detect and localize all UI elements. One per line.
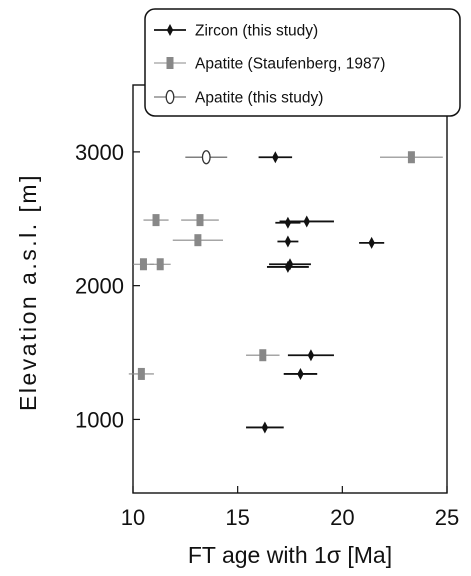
- apatite-staufenberg-marker-shape: [156, 258, 164, 271]
- point-marker: [272, 151, 279, 164]
- legend-marker: [166, 24, 174, 36]
- apatite-staufenberg-marker-shape: [196, 214, 204, 227]
- apatite-this-study-marker-shape: [201, 150, 211, 165]
- data-point: [277, 235, 299, 248]
- zircon-marker-shape: [166, 24, 174, 36]
- x-tick-label: 25: [435, 505, 459, 530]
- point-marker: [139, 258, 147, 271]
- legend-item-0[interactable]: Zircon (this study): [154, 23, 318, 40]
- point-marker: [137, 367, 145, 380]
- x-tick-label: 10: [121, 505, 145, 530]
- point-marker: [156, 258, 164, 271]
- legend-marker: [166, 57, 174, 69]
- y-axis-title: Elevation a.s.l. [m]: [15, 173, 41, 411]
- zircon-marker-shape: [284, 235, 292, 248]
- data-point: [246, 349, 280, 362]
- point-marker: [284, 260, 292, 273]
- zircon-marker-shape: [368, 236, 375, 249]
- y-tick-label: 3000: [75, 140, 124, 165]
- apatite-staufenberg-marker-shape: [194, 234, 202, 247]
- point-marker: [368, 236, 375, 249]
- zircon-marker-shape: [303, 215, 310, 228]
- data-point: [380, 151, 443, 164]
- point-marker: [284, 235, 292, 248]
- apatite-staufenberg-marker-shape: [407, 151, 415, 164]
- data-point: [359, 236, 385, 249]
- zircon-marker-shape: [307, 349, 315, 362]
- legend-box: [144, 8, 461, 117]
- x-tick-label: 20: [330, 505, 354, 530]
- data-point: [143, 214, 169, 227]
- data-point: [172, 234, 224, 247]
- legend-items: Zircon (this study) Apatite (Staufenberg,…: [154, 23, 385, 107]
- legend-marker: [165, 89, 175, 105]
- data-point: [149, 258, 171, 271]
- series-2: [185, 150, 228, 165]
- series-0: [246, 151, 385, 434]
- zircon-marker-shape: [272, 151, 279, 164]
- point-marker: [307, 349, 315, 362]
- data-point: [128, 367, 154, 380]
- x-axis-title: FT age with 1σ [Ma]: [188, 542, 392, 568]
- point-marker: [152, 214, 160, 227]
- legend-label: Apatite (this study): [195, 90, 323, 107]
- legend[interactable]: Zircon (this study) Apatite (Staufenberg,…: [144, 8, 461, 117]
- axes: 10 15 20 25 1000 2000 3000: [75, 140, 459, 530]
- zircon-marker-shape: [261, 421, 269, 434]
- point-marker: [201, 150, 211, 165]
- zircon-marker-shape: [284, 260, 292, 273]
- legend-item-2[interactable]: Apatite (this study): [154, 90, 323, 107]
- plot-border: [132, 84, 448, 494]
- point-marker: [196, 214, 204, 227]
- legend-label: Zircon (this study): [195, 23, 318, 40]
- zircon-marker-shape: [284, 216, 292, 229]
- point-marker: [303, 215, 310, 228]
- apatite-staufenberg-marker-shape: [259, 349, 267, 362]
- point-marker: [284, 216, 292, 229]
- data-points: [128, 150, 443, 434]
- apatite-staufenberg-marker-shape: [152, 214, 160, 227]
- point-marker: [259, 349, 267, 362]
- legend-label: Apatite (Staufenberg, 1987): [195, 56, 385, 73]
- apatite-staufenberg-marker-shape: [166, 57, 174, 69]
- y-tick-label: 2000: [75, 274, 124, 299]
- legend-item-1[interactable]: Apatite (Staufenberg, 1987): [154, 56, 385, 73]
- point-marker: [261, 421, 269, 434]
- point-marker: [407, 151, 415, 164]
- point-marker: [194, 234, 202, 247]
- apatite-staufenberg-marker-shape: [139, 258, 147, 271]
- data-point: [283, 367, 318, 380]
- plot-frame: [132, 84, 448, 494]
- point-marker: [297, 367, 304, 380]
- data-point: [258, 151, 293, 164]
- zircon-marker-shape: [297, 367, 304, 380]
- data-point: [181, 214, 219, 227]
- data-point: [246, 421, 284, 434]
- data-point: [275, 216, 301, 229]
- series-1: [128, 151, 443, 380]
- x-tick-label: 15: [225, 505, 249, 530]
- apatite-this-study-marker-shape: [165, 89, 175, 105]
- data-point: [266, 260, 309, 273]
- y-tick-label: 1000: [75, 407, 124, 432]
- data-point: [287, 349, 334, 362]
- data-point: [185, 150, 228, 165]
- apatite-staufenberg-marker-shape: [137, 367, 145, 380]
